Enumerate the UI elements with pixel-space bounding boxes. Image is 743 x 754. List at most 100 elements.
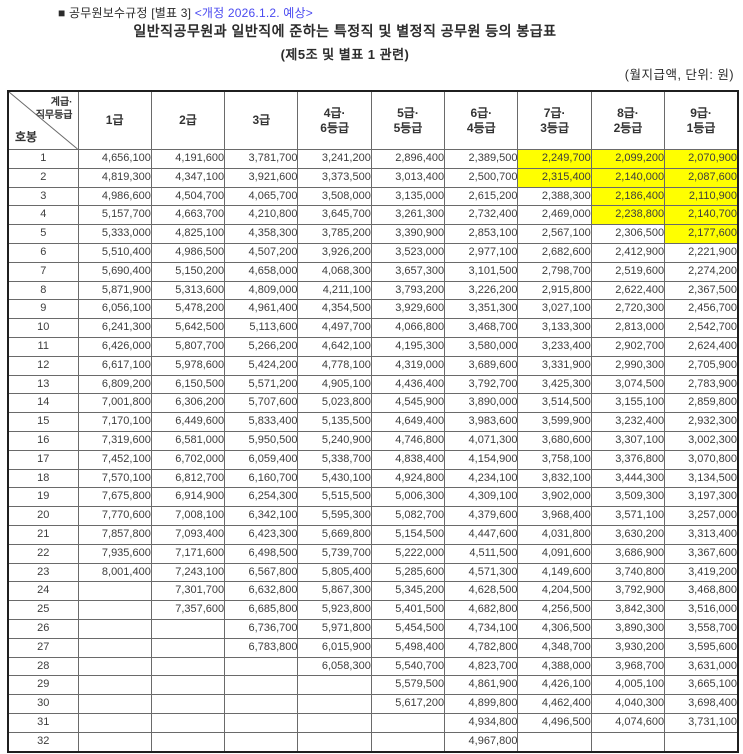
column-header-label: 7급· 3등급 [540, 105, 570, 135]
salary-cell: 3,558,700 [664, 618, 739, 639]
salary-cell: 4,348,700 [517, 637, 592, 658]
hobong-cell: 6 [7, 242, 79, 263]
salary-cell: 4,354,500 [297, 299, 372, 320]
column-header-label: 2급 [179, 113, 197, 127]
salary-cell: 5,313,600 [150, 280, 226, 301]
table-row: 19 7,675,800 6,914,900 6,254,300 5,515,500 5,… [7, 487, 739, 508]
column-header-label: 5급· 5등급 [393, 105, 423, 135]
salary-cell: 2,500,700 [444, 167, 519, 188]
salary-cell [517, 731, 592, 753]
salary-cell: 2,087,600 [664, 167, 739, 188]
salary-cell: 3,261,300 [370, 205, 446, 226]
table-row: 32 4,967,800 [7, 731, 739, 753]
salary-cell: 4,899,800 [444, 694, 519, 714]
salary-cell: 4,511,500 [444, 543, 519, 564]
salary-cell: 4,204,500 [517, 581, 592, 602]
salary-cell: 4,074,600 [590, 712, 666, 733]
salary-cell: 6,632,800 [224, 581, 299, 602]
table-row: 3 4,986,600 4,504,700 4,065,700 3,508,000 3,1… [7, 186, 739, 207]
salary-cell: 4,379,600 [444, 506, 519, 526]
salary-cell: 6,015,900 [297, 637, 372, 658]
salary-cell: 5,157,700 [77, 205, 152, 226]
salary-cell: 2,798,700 [517, 261, 592, 282]
salary-cell: 3,758,100 [517, 449, 592, 470]
salary-cell: 7,001,800 [77, 393, 152, 414]
salary-cell: 4,861,900 [444, 675, 519, 696]
salary-cell: 5,135,500 [297, 412, 372, 432]
salary-cell: 7,675,800 [77, 487, 152, 508]
salary-cell: 3,731,100 [664, 712, 739, 733]
table-row: 28 6,058,300 5,540,700 4,823,700 4,388,000 3,… [7, 656, 739, 677]
salary-cell: 7,452,100 [77, 449, 152, 470]
hobong-cell: 21 [7, 524, 79, 545]
salary-cell: 3,508,000 [297, 186, 372, 207]
salary-cell: 4,447,600 [444, 524, 519, 545]
salary-cell: 3,792,700 [444, 374, 519, 395]
hobong-cell: 30 [7, 694, 79, 714]
table-row: 6 5,510,400 4,986,500 4,507,200 3,926,200 3,5… [7, 242, 739, 263]
salary-cell: 3,921,600 [224, 167, 299, 188]
salary-cell: 5,240,900 [297, 430, 372, 451]
salary-cell: 3,595,600 [664, 637, 739, 658]
hobong-cell: 32 [7, 731, 79, 753]
salary-cell: 4,195,300 [370, 336, 446, 357]
salary-cell: 8,001,400 [77, 562, 152, 583]
salary-cell: 4,066,800 [370, 318, 446, 338]
column-header-grade2: 2급 [150, 90, 226, 150]
salary-cell: 5,707,600 [224, 393, 299, 414]
salary-cell: 4,005,100 [590, 675, 666, 696]
salary-cell: 3,002,300 [664, 430, 739, 451]
hobong-cell: 27 [7, 637, 79, 658]
salary-cell: 5,971,800 [297, 618, 372, 639]
salary-cell [224, 731, 299, 753]
salary-cell: 4,358,300 [224, 224, 299, 244]
table-row: 20 7,770,600 7,008,100 6,342,100 5,595,300 5,… [7, 506, 739, 526]
salary-cell: 3,983,600 [444, 412, 519, 432]
column-header-grade9: 9급· 1등급 [664, 90, 739, 150]
page-header: ■ 공무원보수규정 [별표 3] <개정 2026.1.2. 예상> 일반직공무… [0, 0, 743, 90]
salary-cell: 5,923,800 [297, 600, 372, 620]
salary-cell: 4,809,000 [224, 280, 299, 301]
salary-cell [150, 731, 226, 753]
column-header-grade6: 6급· 4등급 [444, 90, 519, 150]
salary-cell: 6,306,200 [150, 393, 226, 414]
salary-cell: 3,698,400 [664, 694, 739, 714]
column-header-grade7: 7급· 3등급 [517, 90, 592, 150]
salary-cell: 6,423,300 [224, 524, 299, 545]
salary-cell: 6,058,300 [297, 656, 372, 677]
salary-cell: 4,504,700 [150, 186, 226, 207]
salary-cell: 2,306,500 [590, 224, 666, 244]
salary-cell: 6,150,500 [150, 374, 226, 395]
salary-cell: 6,581,000 [150, 430, 226, 451]
salary-cell: 4,497,700 [297, 318, 372, 338]
salary-cell: 3,232,400 [590, 412, 666, 432]
salary-cell: 4,782,800 [444, 637, 519, 658]
salary-cell: 3,902,000 [517, 487, 592, 508]
salary-cell: 3,832,100 [517, 468, 592, 489]
salary-cell: 7,008,100 [150, 506, 226, 526]
salary-cell: 5,430,100 [297, 468, 372, 489]
title-block: 일반직공무원과 일반직에 준하는 특정직 및 별정직 공무원 등의 봉급표 (제… [0, 21, 690, 63]
salary-cell [224, 712, 299, 733]
salary-cell: 2,567,100 [517, 224, 592, 244]
salary-cell: 5,345,200 [370, 581, 446, 602]
table-row: 7 5,690,400 5,150,200 4,658,000 4,068,300 3,6… [7, 261, 739, 282]
table-row: 24 7,301,700 6,632,800 5,867,300 5,345,200 4,… [7, 581, 739, 602]
column-header-grade5: 5급· 5등급 [370, 90, 446, 150]
table-row: 31 4,934,800 4,496,500 4,074,600 3,731,100 [7, 712, 739, 733]
salary-cell: 3,468,700 [444, 318, 519, 338]
salary-cell: 6,426,000 [77, 336, 152, 357]
salary-cell [77, 581, 152, 602]
salary-cell: 4,825,100 [150, 224, 226, 244]
salary-cell [77, 712, 152, 733]
salary-cell: 7,171,600 [150, 543, 226, 564]
table-row: 13 6,809,200 6,150,500 5,571,200 4,905,100 4,… [7, 374, 739, 395]
hobong-cell: 26 [7, 618, 79, 639]
salary-cell: 5,006,300 [370, 487, 446, 508]
salary-cell: 2,389,500 [444, 149, 519, 169]
salary-cell: 3,793,200 [370, 280, 446, 301]
salary-cell: 3,444,300 [590, 468, 666, 489]
salary-cell: 4,256,500 [517, 600, 592, 620]
column-header-grade3: 3급 [224, 90, 299, 150]
salary-cell: 3,425,300 [517, 374, 592, 395]
